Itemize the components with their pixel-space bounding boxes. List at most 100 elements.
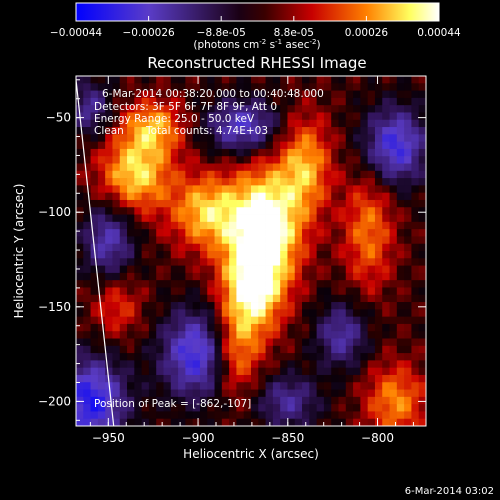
heatmap-cell — [309, 199, 318, 208]
heatmap-cell — [199, 97, 208, 106]
heatmap-cell — [294, 178, 303, 186]
heatmap-cell — [97, 374, 106, 383]
heatmap-cell — [119, 156, 128, 164]
heatmap-cell — [411, 127, 420, 135]
heatmap-cell — [258, 404, 266, 412]
heatmap-cell — [360, 170, 369, 179]
heatmap-cell — [345, 302, 354, 310]
heatmap-cell — [280, 105, 288, 113]
heatmap-cell — [112, 236, 121, 245]
heatmap-cell — [316, 192, 325, 201]
heatmap-cell — [251, 221, 259, 230]
heatmap-cell — [323, 134, 332, 143]
heatmap-cell — [280, 141, 288, 150]
heatmap-cell — [272, 221, 281, 230]
heatmap-cell — [236, 331, 245, 339]
heatmap-cell — [404, 280, 412, 288]
detectors-text: Detectors: 3F 5F 6F 7F 8F 9F, Att 0 — [94, 101, 277, 113]
heatmap-cell — [192, 258, 201, 266]
heatmap-cell — [90, 367, 99, 376]
heatmap-cell — [302, 119, 310, 128]
heatmap-cell — [302, 83, 310, 91]
heatmap-cell — [345, 76, 354, 84]
heatmap-cell — [411, 382, 420, 390]
heatmap-cell — [251, 345, 259, 354]
heatmap-cell — [411, 199, 420, 208]
heatmap-cell — [280, 272, 288, 281]
heatmap-cell — [294, 185, 303, 194]
heatmap-cell — [418, 178, 426, 186]
heatmap-cell — [265, 192, 274, 201]
heatmap-cell — [83, 134, 91, 143]
heatmap-cell — [353, 272, 361, 281]
heatmap-cell — [141, 287, 150, 296]
heatmap-cell — [396, 360, 405, 369]
heatmap-cell — [265, 389, 274, 398]
heatmap-cell — [338, 163, 347, 172]
heatmap-cell — [83, 258, 91, 266]
heatmap-cell — [83, 90, 91, 99]
heatmap-cell — [353, 134, 361, 143]
heatmap-cell — [258, 294, 266, 303]
heatmap-cell — [178, 170, 186, 179]
heatmap-cell — [192, 396, 201, 405]
heatmap-cell — [214, 83, 223, 91]
heatmap-cell — [418, 302, 426, 310]
heatmap-cell — [251, 83, 259, 91]
heatmap-cell — [119, 229, 128, 237]
heatmap-cell — [302, 97, 310, 106]
heatmap-cell — [272, 112, 281, 121]
heatmap-cell — [192, 207, 201, 215]
heatmap-cell — [112, 272, 121, 281]
heatmap-cell — [207, 331, 215, 339]
heatmap-cell — [97, 221, 106, 230]
heatmap-cell — [76, 338, 84, 347]
heatmap-cell — [119, 243, 128, 252]
heatmap-cell — [178, 229, 186, 237]
heatmap-cell — [127, 185, 135, 194]
heatmap-cell — [76, 360, 84, 369]
heatmap-cell — [178, 236, 186, 245]
heatmap-cell — [141, 207, 150, 215]
heatmap-cell — [251, 163, 259, 172]
heatmap-cell — [411, 258, 420, 266]
heatmap-cell — [97, 382, 106, 390]
heatmap-cell — [382, 119, 390, 128]
heatmap-cell — [396, 148, 405, 157]
heatmap-cell — [214, 112, 223, 121]
heatmap-cell — [287, 338, 296, 347]
heatmap-cell — [229, 141, 237, 150]
heatmap-cell — [163, 243, 172, 252]
heatmap-cell — [353, 105, 361, 113]
heatmap-cell — [404, 236, 412, 245]
heatmap-cell — [382, 207, 390, 215]
heatmap-cell — [236, 374, 245, 383]
heatmap-cell — [294, 353, 303, 361]
heatmap-cell — [236, 360, 245, 369]
heatmap-cell — [316, 396, 325, 405]
heatmap-cell — [112, 280, 121, 288]
heatmap-cell — [163, 367, 172, 376]
heatmap-cell — [207, 396, 215, 405]
heatmap-cell — [374, 134, 383, 143]
heatmap-cell — [345, 178, 354, 186]
heatmap-cell — [280, 338, 288, 347]
heatmap-cell — [389, 280, 398, 288]
heatmap-cell — [243, 76, 252, 84]
heatmap-cell — [199, 199, 208, 208]
heatmap-cell — [294, 251, 303, 259]
heatmap-cell — [374, 353, 383, 361]
heatmap-cell — [280, 389, 288, 398]
heatmap-cell — [280, 163, 288, 172]
heatmap-cell — [178, 302, 186, 310]
heatmap-cell — [207, 105, 215, 113]
heatmap-cell — [199, 251, 208, 259]
heatmap-cell — [382, 156, 390, 164]
heatmap-cell — [280, 323, 288, 332]
heatmap-cell — [163, 105, 172, 113]
heatmap-cell — [76, 389, 84, 398]
heatmap-cell — [265, 156, 274, 164]
heatmap-cell — [185, 141, 194, 150]
heatmap-cell — [97, 302, 106, 310]
heatmap-cell — [382, 338, 390, 347]
